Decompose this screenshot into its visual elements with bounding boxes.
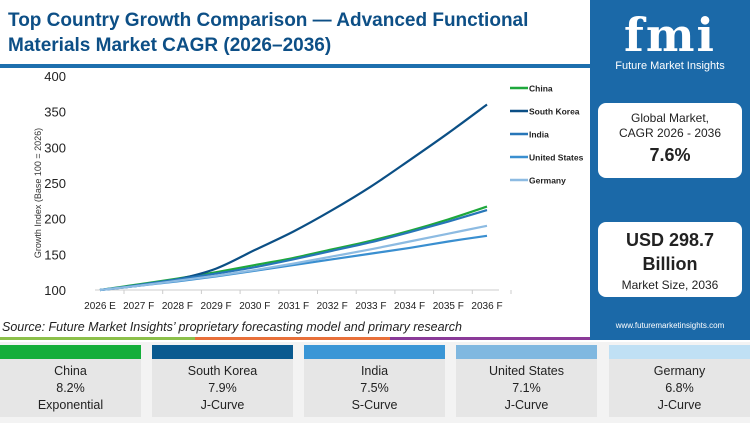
country-name: India xyxy=(360,364,389,378)
country-card: United States 7.1% J-Curve xyxy=(456,345,597,417)
country-cagr: 7.9% xyxy=(208,381,237,395)
series-line-india xyxy=(99,209,488,292)
source-note: Source: Future Market Insights’ propriet… xyxy=(2,320,462,334)
market-size-value: USD 298.7 xyxy=(625,230,715,250)
country-cagr: 7.1% xyxy=(512,381,541,395)
legend-label: South Korea xyxy=(529,107,580,117)
y-tick-label: 300 xyxy=(44,140,66,155)
series-line-china xyxy=(99,205,488,292)
x-tick-label: 2027 F xyxy=(123,301,154,312)
growth-shape: J-Curve xyxy=(504,398,549,412)
legend-label: China xyxy=(529,84,553,94)
legend-label: United States xyxy=(529,153,584,163)
market-size-label: Market Size, 2036 xyxy=(621,278,719,292)
accent-bar-purple xyxy=(390,337,590,340)
x-tick-label: 2030 F xyxy=(239,301,270,312)
legend-label: India xyxy=(529,130,549,140)
sidebar: fmi Future Market Insights Global Market… xyxy=(590,0,750,340)
y-tick-label: 150 xyxy=(44,247,66,262)
fmi-logo: fmi Future Market Insights xyxy=(610,8,730,72)
card-header xyxy=(304,345,445,359)
country-card: South Korea 7.9% J-Curve xyxy=(152,345,293,417)
y-axis-label: Growth Index (Base 100 = 2026) xyxy=(33,128,43,258)
country-cagr: 8.2% xyxy=(56,381,85,395)
x-tick-label: 2029 F xyxy=(201,301,232,312)
country-cagr: 7.5% xyxy=(360,381,389,395)
x-tick-label: 2034 F xyxy=(394,301,425,312)
growth-shape: J-Curve xyxy=(200,398,245,412)
y-tick-label: 350 xyxy=(44,105,66,120)
line-chart: 100 150 200 250 300 350 400 2026 E 2027 F 2028 F 2… xyxy=(33,69,584,312)
cagr-label: Global Market, xyxy=(630,111,710,125)
y-tick-label: 200 xyxy=(44,212,66,227)
card-header xyxy=(456,345,597,359)
country-name: Germany xyxy=(653,364,706,378)
country-name: United States xyxy=(488,364,565,378)
cagr-box: Global Market, CAGR 2026 - 2036 7.6% xyxy=(598,103,742,178)
country-name: China xyxy=(54,364,87,378)
card-header xyxy=(609,345,750,359)
card-header xyxy=(0,345,141,359)
legend-label: Germany xyxy=(529,176,566,186)
cagr-value: 7.6% xyxy=(649,145,691,165)
country-cagr: 6.8% xyxy=(665,381,694,395)
cagr-period: CAGR 2026 - 2036 xyxy=(618,126,722,140)
market-size-unit: Billion xyxy=(642,254,698,274)
accent-bar-orange xyxy=(195,337,390,340)
y-tick-label: 400 xyxy=(44,69,66,84)
y-tick-label: 100 xyxy=(44,283,66,298)
growth-shape: J-Curve xyxy=(657,398,702,412)
x-tick-label: 2036 F xyxy=(471,301,502,312)
country-card: China 8.2% Exponential xyxy=(0,345,141,417)
market-size-box: USD 298.7 Billion Market Size, 2036 xyxy=(598,222,742,297)
x-tick-label: 2033 F xyxy=(355,301,386,312)
logo-subtitle: Future Market Insights xyxy=(615,60,725,72)
series-line-south-korea xyxy=(99,103,488,292)
x-tick-label: 2026 E xyxy=(84,301,116,312)
x-tick-label: 2032 F xyxy=(317,301,348,312)
series-line-germany xyxy=(99,224,488,292)
y-tick-label: 250 xyxy=(44,176,66,191)
country-name: South Korea xyxy=(187,364,258,378)
chart-title: Top Country Growth Comparison — Advanced… xyxy=(8,10,529,56)
card-header xyxy=(152,345,293,359)
website-link[interactable]: www.futuremarketinsights.com xyxy=(615,321,725,330)
accent-bar-green xyxy=(0,337,195,340)
country-card: Germany 6.8% J-Curve xyxy=(609,345,750,417)
x-tick-label: 2028 F xyxy=(162,301,193,312)
country-cards: China 8.2% Exponential South Korea 7.9% J-Cu… xyxy=(0,342,750,423)
x-tick-label: 2031 F xyxy=(278,301,309,312)
x-tick-label: 2035 F xyxy=(433,301,464,312)
growth-shape: Exponential xyxy=(37,398,104,412)
country-card: India 7.5% S-Curve xyxy=(304,345,445,417)
growth-shape: S-Curve xyxy=(351,398,398,412)
title-divider xyxy=(0,64,590,68)
